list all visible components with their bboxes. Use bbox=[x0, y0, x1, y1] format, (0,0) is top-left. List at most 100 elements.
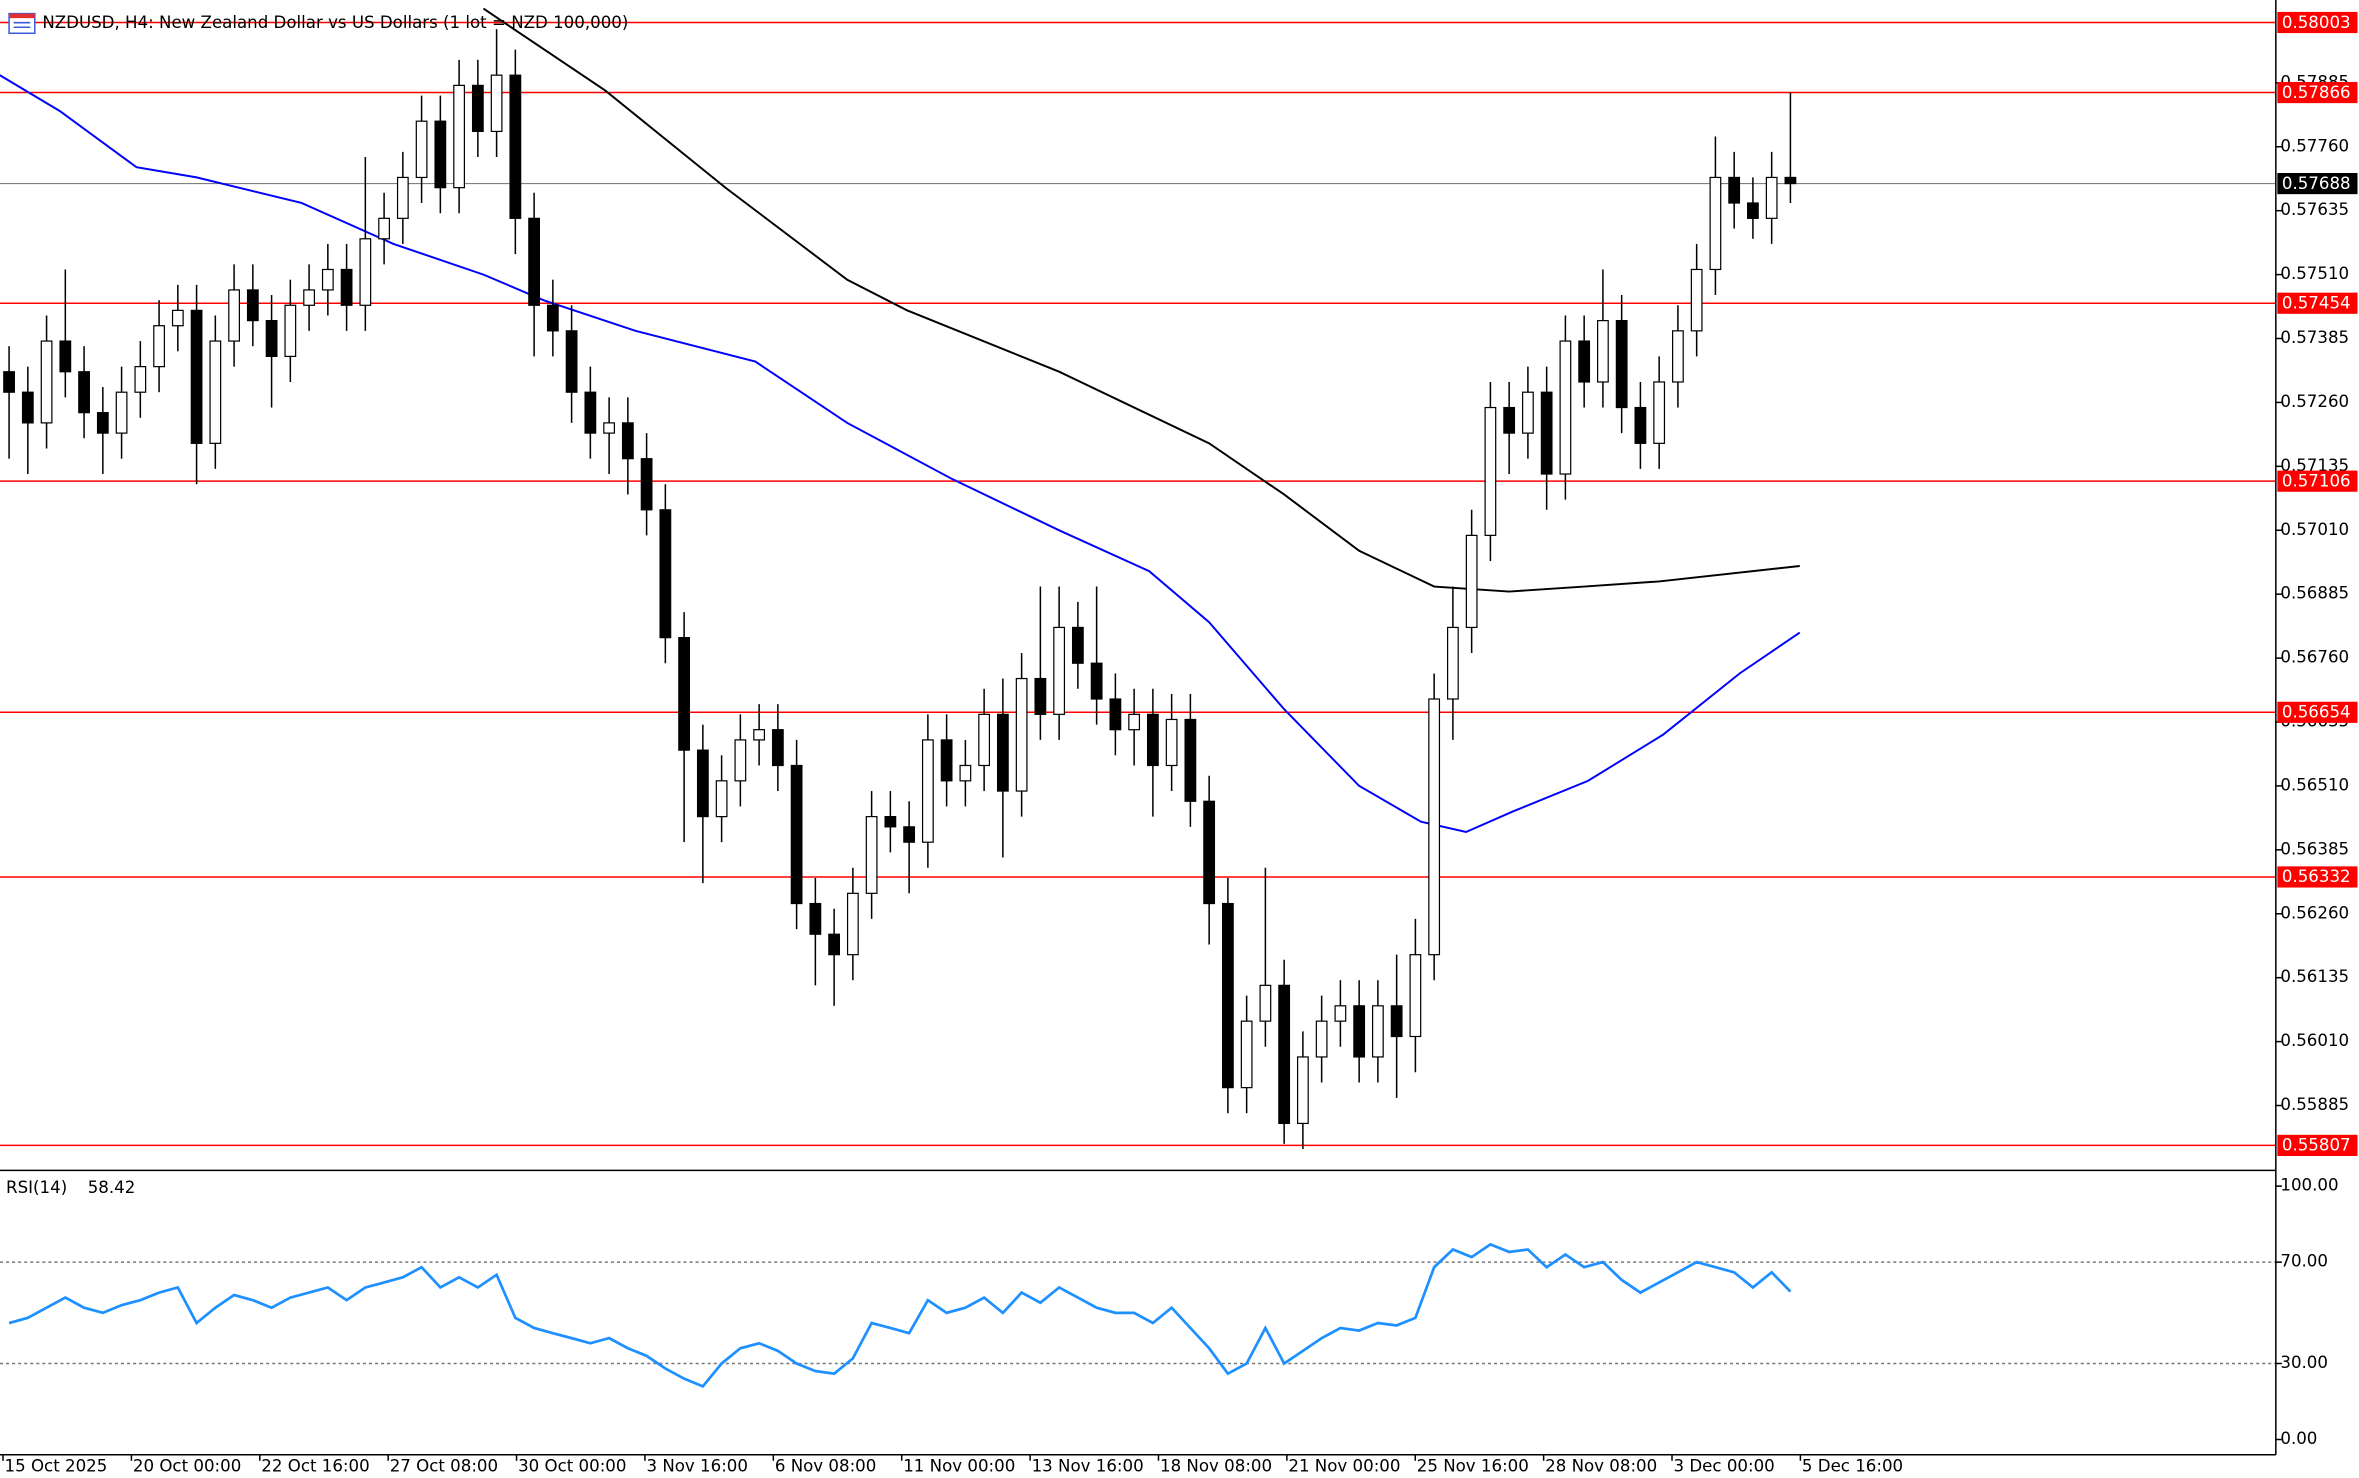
price-badge-label: 0.58003 bbox=[2282, 13, 2351, 32]
y-tick-label: 0.57510 bbox=[2280, 264, 2349, 283]
candle-body bbox=[378, 217, 390, 240]
candle-body bbox=[1090, 662, 1103, 700]
candle-body bbox=[115, 391, 128, 434]
price-badge bbox=[2277, 81, 2358, 104]
candle-body bbox=[865, 816, 878, 894]
y-tick-label: 0.57635 bbox=[2280, 200, 2349, 219]
price-badge-label: 0.56332 bbox=[2282, 867, 2351, 886]
candle-body bbox=[171, 309, 184, 327]
candle-body bbox=[321, 268, 334, 291]
candle-body bbox=[1184, 718, 1197, 802]
candle-body bbox=[528, 217, 541, 306]
moving-average bbox=[0, 74, 1801, 834]
candle-body bbox=[1034, 677, 1047, 715]
candle-body bbox=[959, 764, 972, 782]
candle-body bbox=[809, 902, 822, 935]
x-tick-label: 25 Nov 16:00 bbox=[1417, 1456, 1529, 1475]
candle-body bbox=[771, 729, 784, 767]
x-tick-label: 18 Nov 08:00 bbox=[1160, 1456, 1272, 1475]
candle-body bbox=[1428, 698, 1441, 956]
candle-body bbox=[396, 176, 409, 219]
price-badge bbox=[2277, 470, 2358, 492]
y-tick-label: 0.57760 bbox=[2280, 136, 2349, 155]
y-tick-label: 0.57385 bbox=[2280, 328, 2349, 347]
price-badge-label: 0.56654 bbox=[2282, 703, 2351, 722]
rsi-y-tick-label: 70.00 bbox=[2280, 1252, 2328, 1271]
candle-body bbox=[1653, 381, 1666, 444]
rsi-y-tick-label: 100.00 bbox=[2280, 1176, 2338, 1195]
rsi-label: RSI(14) bbox=[6, 1178, 67, 1197]
candle-body bbox=[359, 238, 372, 306]
candle-body bbox=[753, 729, 766, 741]
candle-body bbox=[621, 422, 634, 460]
price-badge bbox=[2277, 172, 2358, 195]
candle-body bbox=[415, 120, 428, 179]
y-tick-label: 0.56385 bbox=[2280, 839, 2349, 858]
candle-body bbox=[78, 371, 90, 414]
candle-body bbox=[1015, 677, 1028, 792]
x-tick-label: 20 Oct 00:00 bbox=[133, 1456, 241, 1475]
candle-body bbox=[678, 637, 691, 751]
candle-body bbox=[1728, 176, 1741, 204]
candle-body bbox=[1709, 176, 1722, 271]
candle-body bbox=[940, 739, 953, 782]
price-badge bbox=[2277, 11, 2358, 34]
y-tick-label: 0.56135 bbox=[2280, 967, 2349, 986]
candle-body bbox=[40, 340, 53, 424]
x-tick-label: 6 Nov 08:00 bbox=[775, 1456, 877, 1475]
candle-body bbox=[1540, 391, 1553, 475]
x-tick-label: 5 Dec 16:00 bbox=[1802, 1456, 1903, 1475]
plot-area bbox=[0, 7, 2276, 1389]
candle-body bbox=[228, 289, 240, 342]
y-tick-label: 0.57260 bbox=[2280, 392, 2349, 411]
candle-body bbox=[659, 509, 672, 639]
candle-body bbox=[190, 309, 203, 444]
candle-body bbox=[1597, 320, 1609, 383]
price-badge-label: 0.57866 bbox=[2282, 83, 2351, 102]
candle-body bbox=[790, 764, 803, 905]
x-tick-label: 28 Nov 08:00 bbox=[1545, 1456, 1657, 1475]
candle-body bbox=[1615, 320, 1628, 409]
candle-body bbox=[1784, 176, 1797, 185]
candle-body bbox=[246, 289, 259, 322]
candle-body bbox=[1672, 330, 1684, 383]
candle-body bbox=[546, 304, 559, 332]
candle-body bbox=[1221, 902, 1234, 1089]
y-tick-label: 0.57135 bbox=[2280, 456, 2349, 475]
candle-body bbox=[1334, 1005, 1347, 1022]
candle-body bbox=[1053, 626, 1066, 715]
candle-body bbox=[490, 74, 503, 133]
x-tick-label: 15 Oct 2025 bbox=[5, 1456, 108, 1475]
x-tick-label: 3 Dec 00:00 bbox=[1674, 1456, 1775, 1475]
candle-body bbox=[509, 74, 522, 219]
candle-body bbox=[565, 330, 578, 393]
price-badge bbox=[2277, 292, 2358, 314]
y-tick-label: 0.56760 bbox=[2280, 648, 2349, 667]
x-tick-label: 11 Nov 00:00 bbox=[903, 1456, 1015, 1475]
candle-body bbox=[584, 391, 597, 434]
x-tick-label: 21 Nov 00:00 bbox=[1288, 1456, 1400, 1475]
candle-body bbox=[1165, 718, 1178, 767]
candle-body bbox=[921, 739, 934, 843]
candle-body bbox=[1484, 406, 1497, 536]
candle-body bbox=[1503, 406, 1516, 434]
x-tick-label: 13 Nov 16:00 bbox=[1032, 1456, 1144, 1475]
candle-body bbox=[1203, 800, 1216, 905]
candle-body bbox=[1128, 713, 1141, 731]
candle-body bbox=[1296, 1056, 1309, 1125]
price-badge-label: 0.57106 bbox=[2282, 471, 2351, 490]
candle-body bbox=[1522, 391, 1534, 434]
candle-body bbox=[603, 422, 616, 434]
y-tick-label: 0.56260 bbox=[2280, 903, 2349, 922]
y-tick-label: 0.56010 bbox=[2280, 1031, 2349, 1050]
y-tick-label: 0.57010 bbox=[2280, 520, 2349, 539]
price-badge-label: 0.57688 bbox=[2282, 174, 2351, 193]
rsi-line bbox=[8, 1242, 1792, 1389]
y-tick-label: 0.56510 bbox=[2280, 775, 2349, 794]
candle-body bbox=[1465, 534, 1478, 629]
price-badge bbox=[2277, 1134, 2358, 1156]
candle-body bbox=[978, 713, 991, 767]
candle-body bbox=[715, 780, 728, 818]
candle-body bbox=[96, 412, 109, 434]
